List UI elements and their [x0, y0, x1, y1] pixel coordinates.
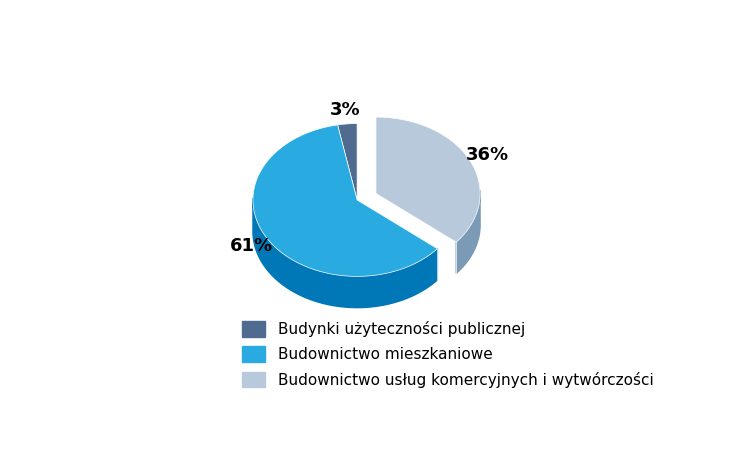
- Text: 36%: 36%: [466, 146, 508, 164]
- Polygon shape: [376, 117, 480, 242]
- Legend: Budynki użyteczności publicznej, Budownictwo mieszkaniowe, Budownictwo usług kom: Budynki użyteczności publicznej, Budowni…: [237, 315, 659, 394]
- Polygon shape: [253, 198, 437, 308]
- Polygon shape: [456, 190, 480, 273]
- Text: 61%: 61%: [230, 237, 273, 255]
- Polygon shape: [253, 125, 437, 276]
- Polygon shape: [338, 124, 357, 200]
- Text: 3%: 3%: [330, 101, 360, 119]
